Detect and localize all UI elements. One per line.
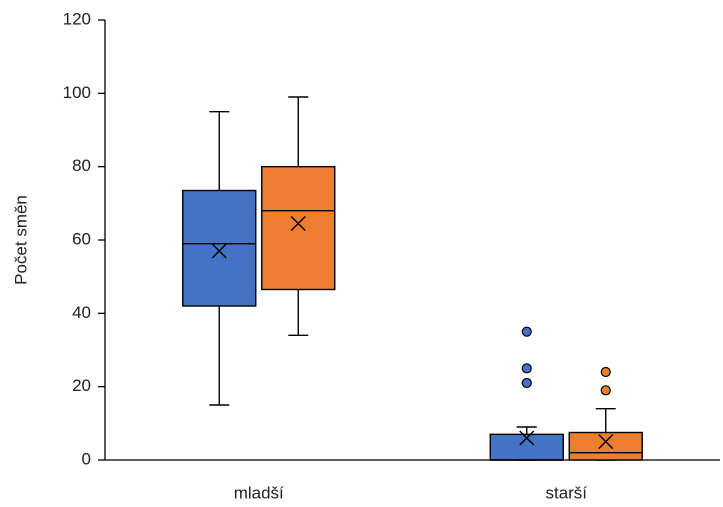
y-tick-label: 20	[72, 376, 91, 395]
mean-marker	[290, 216, 306, 231]
x-tick-label: mladší	[234, 483, 284, 502]
y-tick-label: 80	[72, 156, 91, 175]
y-tick-label: 120	[63, 9, 91, 28]
box	[568, 431, 643, 461]
outlier	[521, 363, 532, 374]
outlier	[600, 385, 611, 396]
y-tick-label: 100	[63, 83, 91, 102]
outlier	[521, 377, 532, 389]
outlier	[600, 366, 611, 378]
y-axis-label: Počet směn	[11, 195, 30, 285]
outlier	[521, 326, 532, 337]
x-tick-label: starší	[545, 483, 587, 502]
box	[182, 189, 257, 307]
mean-marker	[211, 243, 227, 259]
y-tick-label: 60	[72, 229, 91, 248]
y-tick-label: 0	[82, 449, 91, 468]
mean-marker	[519, 430, 535, 446]
mean-marker	[598, 434, 614, 450]
y-tick-label: 40	[72, 303, 91, 322]
box	[261, 165, 336, 291]
